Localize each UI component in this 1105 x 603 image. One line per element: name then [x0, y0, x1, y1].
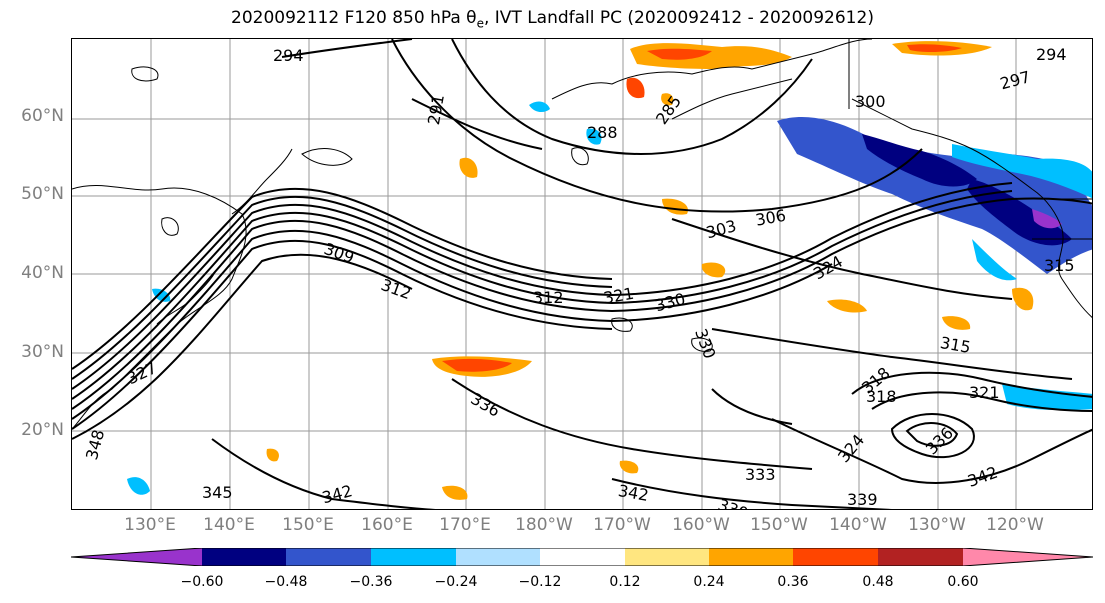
theta-e-contours	[72, 39, 1092, 509]
minor-contours	[131, 66, 713, 352]
contour-label: 294	[1036, 45, 1067, 64]
colorbar	[71, 548, 1093, 566]
title-rest: , IVT Landfall PC (2020092412 - 20200926…	[483, 8, 874, 28]
colorbar-tick: −0.60	[180, 574, 224, 590]
map-panel: 294 294 297 300 291 288 285 303 306 309 …	[71, 38, 1093, 510]
colorbar-segment	[371, 548, 456, 566]
title-main: 2020092112 F120 850 hPa θ	[231, 8, 477, 28]
colorbar-tick: −0.24	[434, 574, 478, 590]
lon-label: 170°W	[593, 515, 651, 535]
colorbar-segment	[71, 548, 202, 566]
colorbar-tick: −0.12	[518, 574, 562, 590]
lat-label: 20°N	[21, 420, 64, 440]
lon-label: 130°W	[908, 515, 966, 535]
colorbar-tick: 0.24	[693, 574, 725, 590]
colorbar-segment	[878, 548, 963, 566]
colorbar-tick: 0.36	[777, 574, 809, 590]
figure-title: 2020092112 F120 850 hPa θe, IVT Landfall…	[0, 8, 1105, 30]
lat-label: 60°N	[21, 106, 64, 126]
contour-label: 312	[533, 288, 564, 307]
lon-label: 130°E	[124, 515, 176, 535]
lat-label: 50°N	[21, 184, 64, 204]
colorbar-segment	[456, 548, 540, 566]
colorbar-tick: 0.48	[862, 574, 894, 590]
colorbar-segment	[286, 548, 371, 566]
contour-label: 288	[587, 123, 618, 142]
lat-label: 30°N	[21, 342, 64, 362]
contour-label: 333	[745, 465, 776, 484]
contour-label: 321	[969, 383, 1000, 402]
lat-label: 40°N	[21, 263, 64, 283]
pc-shading	[127, 41, 1092, 500]
contour-label: 345	[202, 483, 233, 502]
contour-label: 294	[273, 46, 304, 65]
colorbar-segment	[540, 548, 625, 566]
colorbar-tick: 0.60	[947, 574, 979, 590]
colorbar-segment	[202, 548, 286, 566]
contour-label: 318	[866, 387, 897, 406]
colorbar-tick: −0.36	[349, 574, 393, 590]
title-subscript: e	[476, 16, 484, 31]
colorbar-tick: −0.48	[264, 574, 308, 590]
lon-label: 140°E	[203, 515, 255, 535]
colorbar-segment	[793, 548, 878, 566]
lon-label: 160°W	[672, 515, 730, 535]
graticule	[72, 39, 1092, 509]
contour-label: 315	[1044, 256, 1075, 275]
contour-label: 300	[855, 92, 886, 111]
lon-label: 150°E	[282, 515, 334, 535]
colorbar-segment	[625, 548, 709, 566]
map-canvas	[72, 39, 1092, 509]
contour-label: 339	[847, 490, 878, 509]
colorbar-segment	[709, 548, 793, 566]
colorbar-segment	[963, 548, 1093, 566]
lon-label: 140°W	[829, 515, 887, 535]
lon-label: 120°W	[986, 515, 1044, 535]
colorbar-tick: 0.12	[609, 574, 641, 590]
lon-label: 180°W	[515, 515, 573, 535]
lon-label: 150°W	[750, 515, 808, 535]
lon-label: 160°E	[361, 515, 413, 535]
colorbar-segments	[71, 548, 1093, 566]
lon-label: 170°E	[439, 515, 491, 535]
